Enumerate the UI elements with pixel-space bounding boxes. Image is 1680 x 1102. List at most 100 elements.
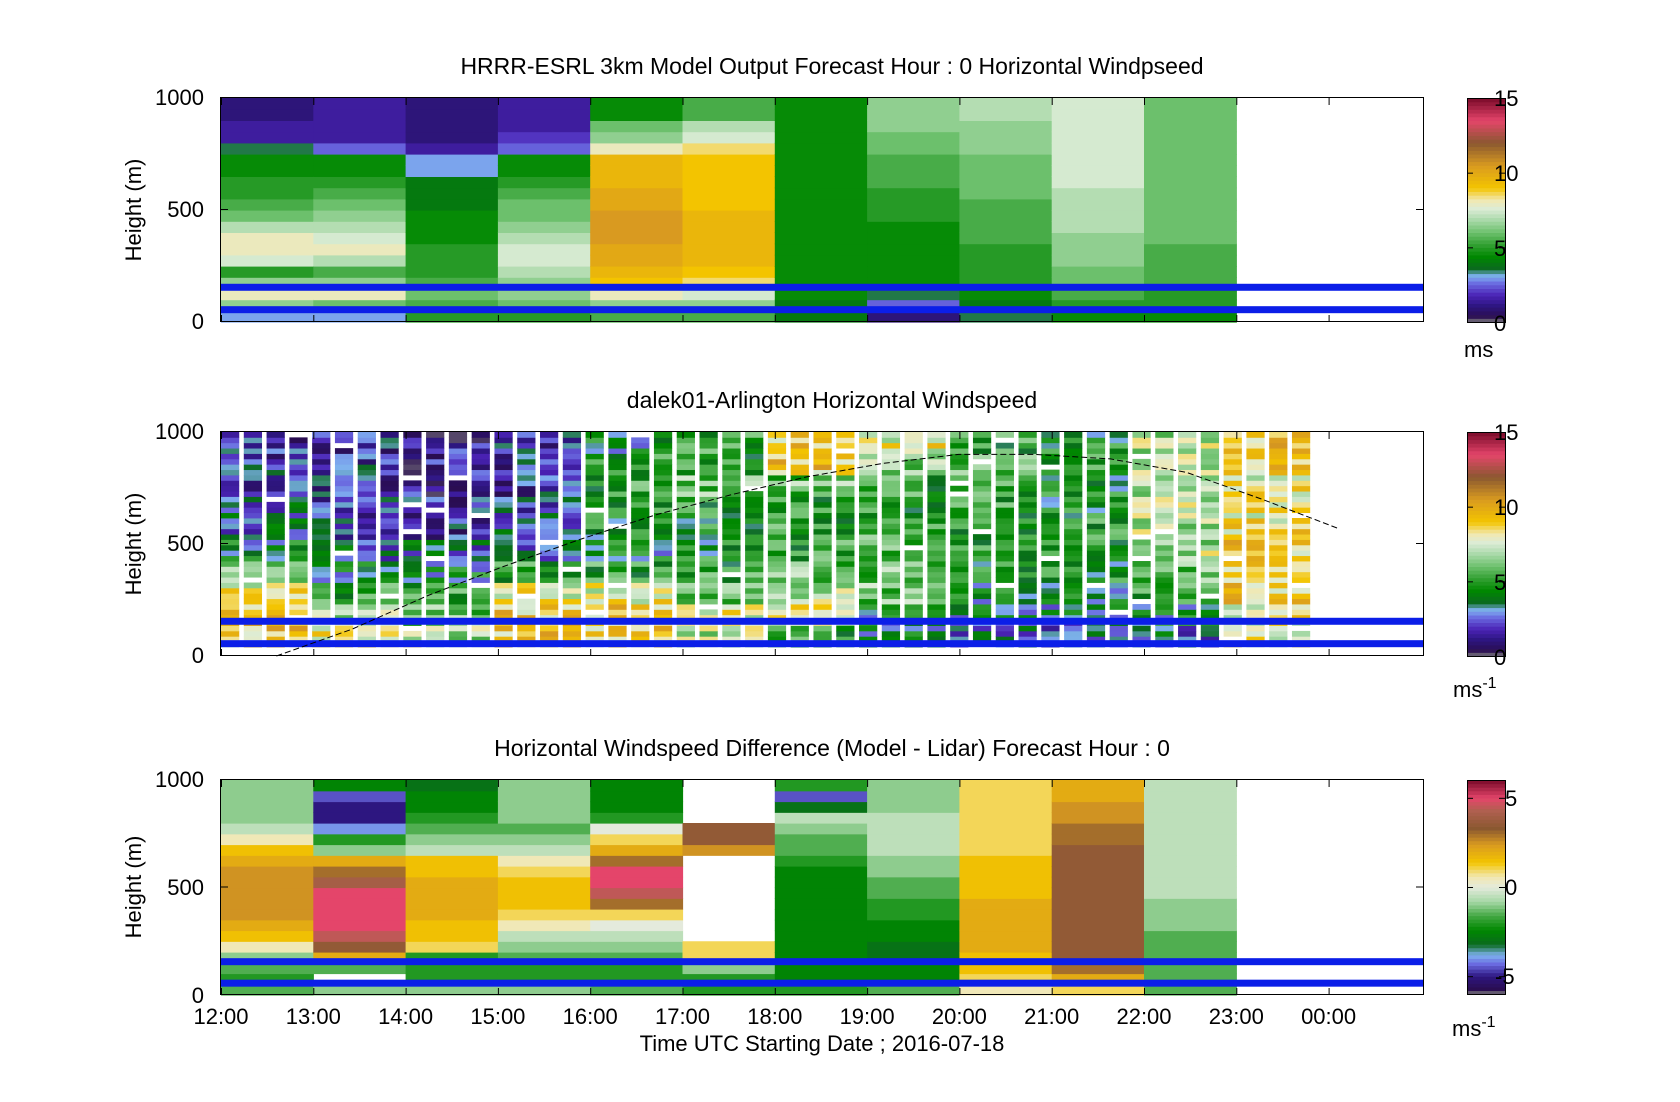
- heatmap-cell: [790, 582, 809, 589]
- heatmap-cell: [745, 539, 764, 546]
- heatmap-cell: [585, 534, 604, 540]
- heatmap-cell: [1064, 475, 1083, 481]
- heatmap-cell: [1144, 310, 1237, 323]
- heatmap-cell: [266, 437, 285, 444]
- heatmap-cell: [1269, 501, 1288, 508]
- heatmap-cell: [448, 534, 468, 540]
- heatmap-cell: [682, 198, 776, 211]
- heatmap-cell: [1155, 491, 1174, 497]
- heatmap-cell: [653, 464, 673, 471]
- heatmap-cell: [289, 598, 308, 605]
- heatmap-cell: [1269, 453, 1288, 460]
- heatmap-cell: [1041, 604, 1060, 610]
- colorbar-segment: [1467, 502, 1505, 508]
- heatmap-cell: [774, 277, 868, 289]
- heatmap-cell: [1132, 614, 1151, 621]
- heatmap-cell: [243, 480, 263, 487]
- heatmap-cell: [774, 176, 868, 189]
- heatmap-cell: [608, 636, 627, 643]
- heatmap-cell: [676, 630, 695, 637]
- colorbar-segment: [1467, 258, 1505, 263]
- heatmap-cell: [1246, 587, 1265, 594]
- heatmap-cell: [312, 598, 331, 605]
- heatmap-cell: [767, 453, 787, 460]
- heatmap-cell: [1223, 496, 1242, 503]
- heatmap-cell: [767, 518, 787, 524]
- heatmap-cell: [1086, 614, 1106, 621]
- heatmap-cell: [1132, 432, 1151, 438]
- heatmap-cell: [494, 593, 513, 600]
- heatmap-cell: [867, 833, 960, 846]
- heatmap-cell: [1132, 501, 1151, 508]
- heatmap-cell: [1018, 604, 1037, 610]
- colorbar-segment: [1467, 979, 1505, 984]
- heatmap-cell: [653, 636, 673, 643]
- heatmap-cell: [745, 544, 764, 551]
- colorbar-segment: [1467, 854, 1505, 860]
- heatmap-cell: [403, 577, 422, 583]
- heatmap-cell: [959, 142, 1053, 155]
- heatmap-cell: [972, 625, 992, 632]
- heatmap-cell: [904, 518, 923, 524]
- heatmap-cell: [767, 534, 787, 540]
- heatmap-cell: [497, 98, 591, 110]
- heatmap-cell: [867, 952, 960, 964]
- heatmap-cell: [1051, 232, 1145, 245]
- heatmap-cell: [221, 165, 314, 177]
- heatmap-cell: [266, 555, 285, 562]
- heatmap-cell: [745, 453, 764, 460]
- heatmap-cell: [312, 475, 331, 481]
- colorbar-segment: [1467, 961, 1505, 967]
- heatmap-cell: [959, 176, 1053, 189]
- heatmap-cell: [405, 254, 499, 267]
- heatmap-cell: [1086, 593, 1106, 600]
- heatmap-cell: [497, 855, 591, 867]
- heatmap-cell: [653, 630, 673, 637]
- heatmap-cell: [1155, 555, 1174, 562]
- heatmap-cell: [1018, 480, 1037, 487]
- heatmap-cell: [1041, 609, 1060, 616]
- heatmap-cell: [540, 561, 559, 567]
- heatmap-cell: [1155, 587, 1174, 594]
- heatmap-cell: [1144, 833, 1237, 846]
- heatmap-cell: [494, 512, 513, 519]
- heatmap-cell: [881, 528, 901, 535]
- heatmap-cell: [608, 501, 627, 508]
- heatmap-cell: [972, 464, 992, 471]
- heatmap-cell: [1155, 437, 1174, 444]
- heatmap-cell: [448, 485, 468, 492]
- heatmap-cell: [266, 561, 285, 567]
- heatmap-cell: [266, 480, 285, 487]
- heatmap-cell: [289, 571, 308, 578]
- heatmap-cell: [767, 625, 787, 632]
- heatmap-cell: [1144, 973, 1237, 985]
- heatmap-cell: [1246, 453, 1265, 460]
- colorbar-segment: [1467, 890, 1505, 895]
- heatmap-cell: [767, 636, 787, 643]
- heatmap-cell: [881, 464, 901, 471]
- heatmap-cell: [608, 571, 627, 578]
- heatmap-cell: [357, 582, 376, 589]
- heatmap-cell: [767, 604, 787, 610]
- heatmap-cell: [676, 437, 695, 444]
- heatmap-cell: [221, 636, 240, 643]
- heatmap-cell: [745, 604, 764, 610]
- colorbar-segment: [1467, 124, 1505, 129]
- heatmap-cell: [494, 625, 513, 632]
- heatmap-cell: [881, 630, 901, 637]
- heatmap-cell: [1051, 120, 1145, 133]
- heatmap-cell: [959, 898, 1053, 910]
- heatmap-cell: [959, 887, 1053, 899]
- heatmap-cell: [471, 528, 490, 535]
- heatmap-cell: [767, 614, 787, 621]
- heatmap-cell: [1155, 518, 1174, 524]
- heatmap-cell: [405, 277, 499, 289]
- heatmap-cell: [1269, 609, 1288, 616]
- heatmap-cell: [313, 254, 407, 267]
- heatmap-cell: [221, 469, 240, 476]
- heatmap-cell: [405, 790, 499, 803]
- heatmap-cell: [790, 593, 809, 600]
- heatmap-cell: [494, 464, 513, 471]
- heatmap-cell: [426, 587, 445, 594]
- heatmap-cell: [312, 523, 331, 530]
